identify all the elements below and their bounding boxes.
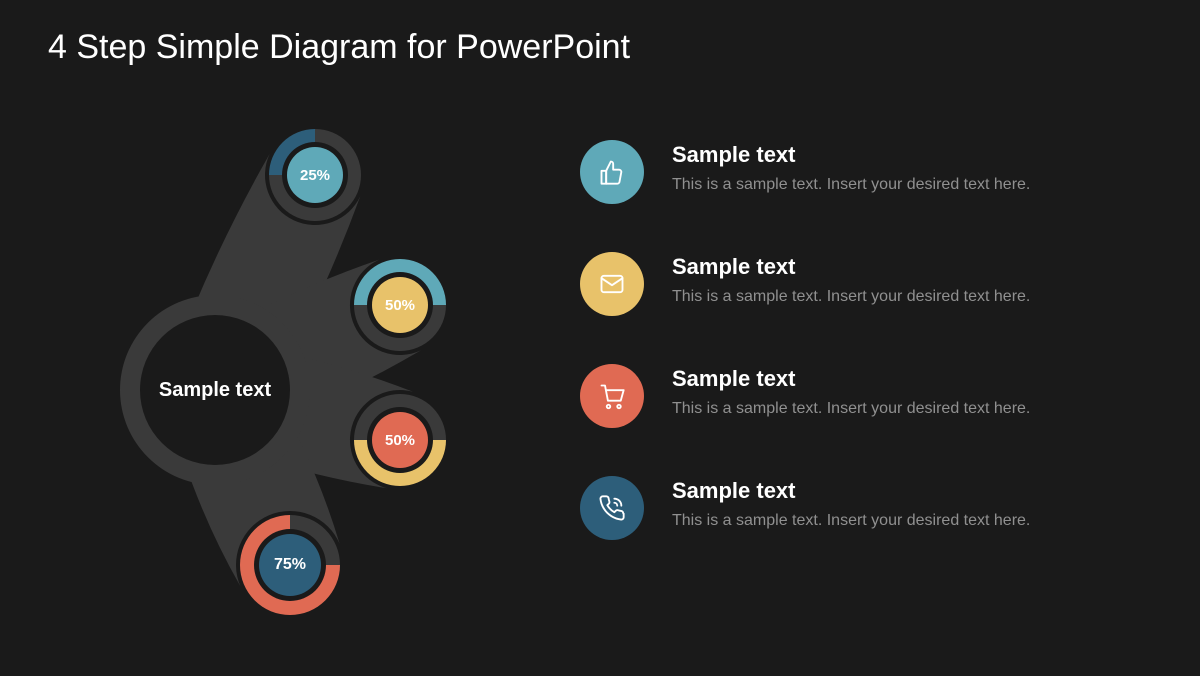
node-3: 50%	[354, 394, 446, 486]
page-title: 4 Step Simple Diagram for PowerPoint	[48, 28, 630, 67]
node-3-value: 50%	[372, 412, 428, 468]
node-4-value: 75%	[259, 534, 321, 596]
legend-2-desc: This is a sample text. Insert your desir…	[672, 286, 1030, 308]
legend-3-title: Sample text	[672, 366, 1030, 392]
legend-item-1: Sample text This is a sample text. Inser…	[580, 140, 1140, 204]
legend-4-title: Sample text	[672, 478, 1030, 504]
legend-item-4: Sample text This is a sample text. Inser…	[580, 476, 1140, 540]
step-diagram: Sample text 25% 50% 50% 75%	[60, 120, 520, 640]
legend-item-3: Sample text This is a sample text. Inser…	[580, 364, 1140, 428]
node-2: 50%	[354, 259, 446, 351]
node-1: 25%	[269, 129, 361, 221]
legend-1-desc: This is a sample text. Insert your desir…	[672, 174, 1030, 196]
hub-label: Sample text	[140, 315, 290, 465]
legend-1-title: Sample text	[672, 142, 1030, 168]
legend-2-title: Sample text	[672, 254, 1030, 280]
legend-item-2: Sample text This is a sample text. Inser…	[580, 252, 1140, 316]
mail-icon	[580, 252, 644, 316]
legend: Sample text This is a sample text. Inser…	[580, 140, 1140, 588]
phone-icon	[580, 476, 644, 540]
legend-4-desc: This is a sample text. Insert your desir…	[672, 510, 1030, 532]
cart-icon	[580, 364, 644, 428]
node-2-value: 50%	[372, 277, 428, 333]
thumbs-up-icon	[580, 140, 644, 204]
node-1-value: 25%	[287, 147, 343, 203]
node-4: 75%	[240, 515, 340, 615]
legend-3-desc: This is a sample text. Insert your desir…	[672, 398, 1030, 420]
